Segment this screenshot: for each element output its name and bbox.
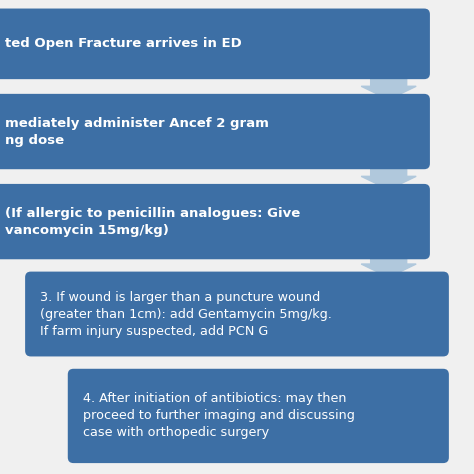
Polygon shape	[361, 254, 416, 277]
Text: (If allergic to penicillin analogues: Give
vancomycin 15mg/kg): (If allergic to penicillin analogues: Gi…	[5, 207, 300, 237]
FancyBboxPatch shape	[25, 272, 449, 356]
FancyBboxPatch shape	[0, 94, 430, 169]
Polygon shape	[361, 73, 416, 100]
Text: 4. After initiation of antibiotics: may then
proceed to further imaging and disc: 4. After initiation of antibiotics: may …	[83, 392, 355, 439]
FancyBboxPatch shape	[68, 369, 449, 463]
Text: 3. If wound is larger than a puncture wound
(greater than 1cm): add Gentamycin 5: 3. If wound is larger than a puncture wo…	[40, 291, 332, 337]
Text: mediately administer Ancef 2 gram
ng dose: mediately administer Ancef 2 gram ng dos…	[5, 117, 269, 146]
Polygon shape	[361, 164, 416, 190]
Text: ted Open Fracture arrives in ED: ted Open Fracture arrives in ED	[5, 37, 241, 50]
FancyBboxPatch shape	[0, 9, 430, 79]
FancyBboxPatch shape	[0, 184, 430, 259]
